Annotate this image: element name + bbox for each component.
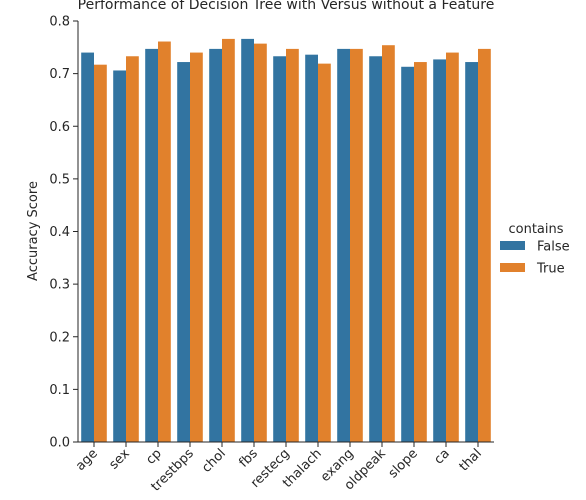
legend-title: contains [508,222,563,237]
legend-label-true: True [536,262,565,277]
bar-true-restecg [286,48,299,443]
y-tick-label: 0.8 [49,15,70,30]
bar-true-thal [478,48,491,443]
bar-false-sex [113,70,126,442]
bar-true-fbs [254,43,267,442]
bar-true-oldpeak [382,45,395,443]
bar-false-exang [337,48,350,443]
x-tick-label-age: age [73,446,101,474]
x-tick-label-slope: slope [386,446,421,481]
legend-swatch-true [500,263,525,272]
x-tick-label-chol: chol [199,446,229,476]
bar-true-slope [414,62,427,443]
y-tick-label: 0.7 [49,67,70,82]
bar-false-restecg [273,56,286,442]
bar-true-thalach [318,63,331,442]
y-axis-title: Accuracy Score [26,181,41,281]
y-tick-label: 0.2 [49,330,70,345]
y-tick-label: 0.0 [49,436,70,451]
x-tick-label-fbs: fbs [236,446,261,471]
bar-false-fbs [241,38,254,443]
x-tick-label-ca: ca [432,446,453,467]
bar-false-chol [209,48,222,443]
bars-group [81,38,491,443]
y-tick-label: 0.3 [49,278,70,293]
bar-true-ca [446,52,459,442]
bar-false-age [81,52,94,442]
y-tick-label: 0.4 [49,225,70,240]
bar-true-chol [222,38,235,443]
bar-false-ca [433,59,446,442]
legend-label-false: False [537,240,570,255]
legend-swatch-false [500,241,525,250]
y-tick-label: 0.5 [49,172,70,187]
bar-false-trestbps [177,62,190,443]
bar-true-exang [350,48,363,443]
bar-false-slope [401,66,414,442]
bar-true-trestbps [190,52,203,442]
chart-title: Performance of Decision Tree with Versus… [78,0,495,13]
y-tick-label: 0.1 [49,383,70,398]
bar-false-thalach [305,54,318,443]
x-tick-label-thal: thal [457,446,485,474]
legend: contains False True [500,222,570,277]
bar-false-thal [465,62,478,443]
bar-false-oldpeak [369,56,382,442]
y-tick-label: 0.6 [49,120,70,135]
bar-false-cp [145,48,158,443]
bar-true-age [94,64,107,443]
y-axis: 0.0 0.1 0.2 0.3 0.4 0.5 0.6 0.7 0.8 [49,15,78,451]
x-tick-label-sex: sex [106,446,133,473]
bar-true-cp [158,41,171,443]
bar-true-sex [126,56,139,442]
x-tick-label-cp: cp [143,446,165,468]
